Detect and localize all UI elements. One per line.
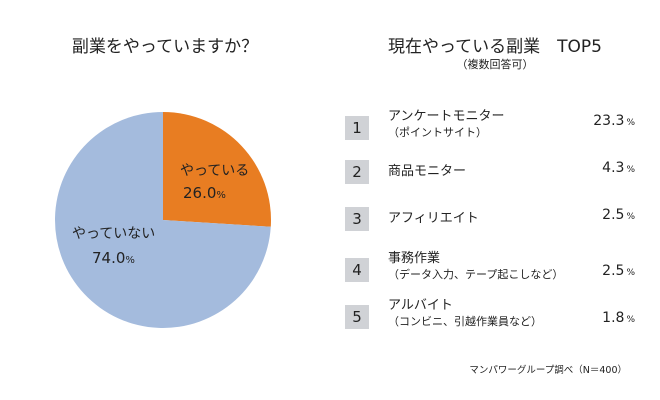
slice-label-yes: やっている 26.0% — [180, 160, 249, 207]
slice-unit: % — [125, 255, 135, 266]
rank-label-main: アフィリエイト — [388, 211, 479, 226]
rank-label-main: アンケートモニター — [388, 109, 505, 124]
rank-value-number: 23.3 — [593, 113, 625, 129]
ranking-row: 3 アフィリエイト 2.5% — [345, 207, 635, 247]
rank-value: 23.3% — [593, 113, 635, 129]
slice-label-text: やっていない — [72, 226, 156, 242]
ranking-row: 2 商品モニター 4.3% — [345, 160, 635, 200]
rank-value-unit: % — [626, 165, 635, 175]
slice-value: 26.0 — [183, 184, 217, 202]
rank-label-sub: （ポイントサイト） — [388, 126, 487, 139]
ranking-subtitle: （複数回答可） — [456, 58, 534, 71]
rank-value: 4.3% — [602, 160, 635, 176]
rank-badge: 1 — [345, 116, 369, 140]
pie-chart — [54, 112, 271, 328]
ranking-row: 4 事務作業 （データ入力、テープ起こしなど） 2.5% — [345, 251, 635, 297]
rank-value-unit: % — [626, 315, 635, 325]
rank-label: アンケートモニター （ポイントサイト） — [388, 109, 504, 141]
rank-label: 商品モニター — [388, 164, 466, 180]
rank-value: 1.8% — [602, 310, 635, 326]
pie-slice — [54, 112, 271, 328]
slice-unit: % — [216, 190, 226, 201]
rank-label: アルバイト （コンビニ、引越作業員など） — [388, 298, 542, 330]
ranking-row: 1 アンケートモニター （ポイントサイト） 23.3% — [345, 109, 635, 155]
rank-value: 2.5% — [602, 207, 635, 223]
rank-label-main: 商品モニター — [388, 164, 467, 179]
rank-label-main: 事務作業 — [388, 251, 441, 266]
rank-value-number: 2.5 — [602, 263, 625, 279]
ranking-title: 現在やっている副業 TOP5 — [388, 37, 602, 57]
rank-value: 2.5% — [602, 263, 635, 279]
rank-label: 事務作業 （データ入力、テープ起こしなど） — [388, 251, 563, 283]
rank-badge: 2 — [345, 160, 369, 184]
slice-value: 74.0 — [92, 249, 126, 267]
rank-label-sub: （コンビニ、引越作業員など） — [388, 315, 542, 328]
rank-badge: 5 — [345, 305, 369, 329]
rank-badge: 3 — [345, 207, 369, 231]
rank-label: アフィリエイト — [388, 211, 479, 227]
pie-slice — [163, 112, 271, 227]
rank-badge: 4 — [345, 258, 369, 282]
rank-value-number: 2.5 — [602, 207, 625, 223]
rank-value-number: 4.3 — [602, 160, 625, 176]
pie-title: 副業をやっていますか？ — [71, 37, 259, 57]
rank-value-unit: % — [626, 118, 635, 128]
rank-label-main: アルバイト — [388, 298, 453, 313]
slice-label-text: やっている — [180, 163, 250, 179]
rank-label-sub: （データ入力、テープ起こしなど） — [388, 268, 564, 281]
slice-label-no: やっていない 74.0% — [72, 222, 155, 273]
rank-value-unit: % — [626, 268, 635, 278]
rank-value-number: 1.8 — [602, 310, 625, 326]
ranking-row: 5 アルバイト （コンビニ、引越作業員など） 1.8% — [345, 298, 635, 344]
source-note: マンパワーグループ調べ（N＝400） — [469, 365, 627, 376]
rank-value-unit: % — [626, 212, 635, 222]
